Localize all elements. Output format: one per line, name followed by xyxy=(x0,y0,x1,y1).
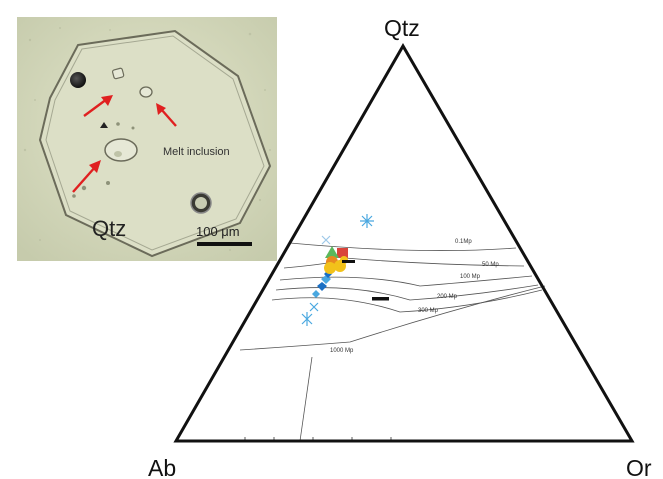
arrow-icon xyxy=(72,165,97,193)
data-point xyxy=(309,302,319,312)
ternary-diagram: 0.1Mp 50 Mp 100 Mp 200 Mp 300 Mp 1000 Mp xyxy=(148,15,652,479)
light-blue-crosses xyxy=(301,214,374,326)
data-point xyxy=(342,260,355,263)
arrows xyxy=(72,95,177,193)
scale-bar-label: 100 μm xyxy=(196,224,240,239)
data-point xyxy=(360,214,374,228)
blue-diamonds xyxy=(312,270,332,298)
isobar-label: 100 Mp xyxy=(460,274,481,280)
bubble-core xyxy=(195,197,207,209)
data-point xyxy=(325,246,339,258)
melt-inclusion-small xyxy=(139,86,153,98)
data-point xyxy=(337,248,348,258)
arrow-icon xyxy=(160,108,177,127)
scale-bar xyxy=(197,242,252,246)
cotectic-line xyxy=(299,356,313,442)
isobar-0.1 xyxy=(289,242,517,251)
isobar-label: 50 Mp xyxy=(482,262,499,268)
quartz-crystal xyxy=(38,29,272,258)
isobar-label: 1000 Mp xyxy=(330,348,354,354)
inclusion-bubble xyxy=(114,151,122,157)
solid-inclusion xyxy=(100,122,108,128)
melt-inclusion-large xyxy=(104,138,138,162)
vertex-label-qtz: Qtz xyxy=(384,15,420,41)
isobar-300 xyxy=(271,289,543,313)
data-point xyxy=(372,297,389,301)
arrow-icon xyxy=(83,98,108,117)
data-points xyxy=(301,214,389,326)
isobar-50 xyxy=(283,257,525,269)
bubble-icon xyxy=(70,72,86,88)
ternary-triangle xyxy=(173,42,635,443)
data-point xyxy=(321,235,331,245)
isobar-1000 xyxy=(239,285,546,351)
isobar-label: 300 Mp xyxy=(418,308,439,314)
isobar-curves xyxy=(239,242,546,442)
isobar-100 xyxy=(279,275,533,287)
data-point xyxy=(324,262,336,274)
mineral-label: Qtz xyxy=(92,216,126,241)
melt-inclusion-square xyxy=(111,67,125,80)
data-point xyxy=(312,290,320,298)
isobar-label: 0.1Mp xyxy=(455,239,472,245)
photomicrograph: Melt inclusion Qtz 100 μm xyxy=(17,17,277,261)
melt-inclusion-label: Melt inclusion xyxy=(163,146,230,158)
data-point xyxy=(301,312,313,326)
crystal-inner-rim xyxy=(45,35,265,251)
data-point xyxy=(317,282,327,291)
clustered-points xyxy=(324,246,389,301)
vertex-label-ab: Ab xyxy=(148,455,176,479)
isobar-label: 200 Mp xyxy=(437,294,458,300)
vertex-label-or: Or xyxy=(626,455,652,479)
